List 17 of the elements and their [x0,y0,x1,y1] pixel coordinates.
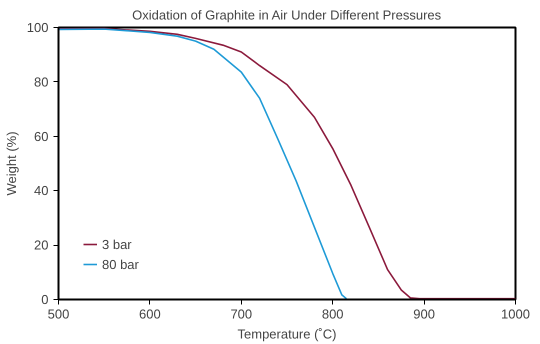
y-tick-label: 20 [34,238,49,253]
x-axis-title: Temperature (˚C) [238,326,336,342]
x-tick-label: 800 [322,306,344,322]
y-tick-label: 100 [26,20,49,35]
legend-label: 80 bar [102,256,139,272]
x-tick-label: 600 [139,306,161,322]
y-tick-label: 60 [34,128,49,144]
y-tick-label: 0 [41,292,49,307]
x-tick-label: 1000 [501,306,530,322]
x-tick-label: 900 [413,306,435,322]
legend-label: 3 bar [102,236,132,252]
y-tick-label: 80 [34,74,49,90]
y-tick-label: 40 [34,183,49,198]
x-tick-label: 500 [48,306,70,322]
chart-title: Oxidation of Graphite in Air Under Different Pressures [132,8,442,22]
x-tick-label: 700 [230,306,252,322]
y-axis-title: Weight (%) [4,131,19,196]
